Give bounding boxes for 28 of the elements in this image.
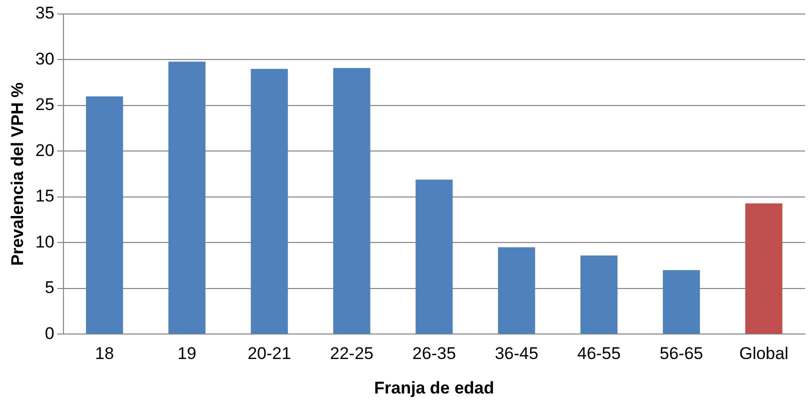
bar bbox=[580, 256, 618, 334]
x-tick-label: 46-55 bbox=[577, 344, 621, 364]
x-tick-label: 56-65 bbox=[660, 344, 704, 364]
x-tick-label: 36-45 bbox=[494, 344, 538, 364]
x-tick-label: 22-25 bbox=[330, 344, 374, 364]
y-axis-title: Prevalencia del VPH % bbox=[8, 82, 27, 266]
bar bbox=[168, 62, 206, 334]
bar bbox=[86, 96, 124, 334]
x-tick-label: Global bbox=[739, 344, 788, 364]
bar bbox=[745, 203, 782, 334]
y-tick-label: 30 bbox=[35, 49, 54, 68]
x-tick-label: 26-35 bbox=[412, 344, 456, 364]
y-tick-label: 5 bbox=[44, 278, 54, 298]
y-tick-label: 35 bbox=[35, 4, 54, 23]
bar bbox=[498, 247, 536, 334]
bar bbox=[416, 180, 453, 334]
x-tick-label: 19 bbox=[177, 344, 196, 364]
y-tick-label: 20 bbox=[35, 140, 54, 160]
bar bbox=[333, 68, 370, 334]
y-tick-label: 25 bbox=[35, 95, 54, 114]
x-tick-label: 20-21 bbox=[248, 344, 292, 364]
bar bbox=[662, 270, 700, 334]
x-tick-label: 18 bbox=[95, 344, 114, 364]
y-tick-label: 10 bbox=[35, 232, 54, 252]
y-tick-label: 15 bbox=[35, 186, 54, 206]
bar bbox=[250, 68, 288, 334]
y-tick-label: 0 bbox=[44, 324, 54, 343]
x-axis-title: Franja de edad bbox=[374, 378, 494, 398]
